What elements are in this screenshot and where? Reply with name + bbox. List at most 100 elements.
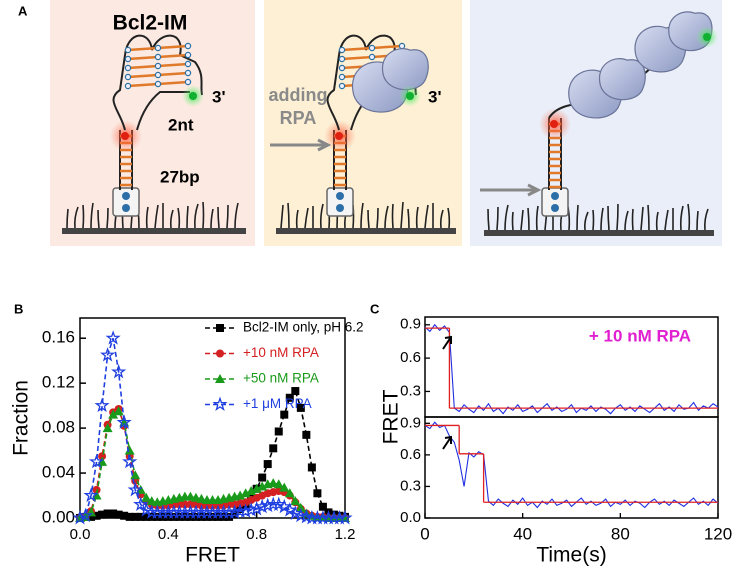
cytosine <box>124 46 132 54</box>
peg <box>177 207 181 229</box>
point <box>307 463 316 472</box>
arrow <box>442 435 452 450</box>
cytosine <box>368 53 376 61</box>
peg <box>535 205 539 231</box>
peg <box>616 203 619 231</box>
x-tick-label: 80 <box>611 524 630 543</box>
x-tick-label: 0.4 <box>158 526 179 543</box>
panel-label: C <box>370 301 380 316</box>
peg <box>295 209 299 229</box>
label: 3' <box>212 87 226 106</box>
point <box>296 403 305 412</box>
peg <box>607 205 610 231</box>
point <box>98 510 107 519</box>
strand <box>112 34 203 131</box>
y-tick-label: 0.04 <box>42 463 75 482</box>
cytosine <box>154 71 162 79</box>
peg <box>424 204 429 229</box>
peg <box>496 206 499 231</box>
legend-marker <box>216 349 224 358</box>
y-tick-label: 0.3 <box>400 382 421 399</box>
cy5 <box>189 92 197 100</box>
point <box>219 512 228 521</box>
cytosine <box>368 44 376 52</box>
point <box>197 512 206 521</box>
point <box>102 423 113 433</box>
point <box>108 409 119 419</box>
y-tick-label: 0.16 <box>42 328 75 347</box>
step-label: adding <box>269 85 328 105</box>
point <box>291 387 300 396</box>
point <box>105 330 121 345</box>
peg <box>391 203 394 229</box>
surface <box>62 228 246 234</box>
peg <box>696 210 699 231</box>
x-tick-label: 0 <box>420 524 429 543</box>
point <box>83 487 99 502</box>
strand <box>136 91 190 131</box>
point <box>225 512 234 521</box>
point <box>238 503 254 518</box>
point <box>120 511 129 520</box>
y-tick-label: 0.6 <box>400 349 421 366</box>
cy3 <box>121 132 129 140</box>
arrow <box>480 183 542 197</box>
point <box>279 482 290 492</box>
peg <box>439 209 444 229</box>
peg <box>280 204 284 229</box>
peg <box>647 204 650 231</box>
cytosine <box>124 82 132 90</box>
peg <box>194 203 199 229</box>
point <box>87 512 96 521</box>
point <box>100 347 116 362</box>
cy5 <box>406 92 414 100</box>
point <box>243 502 259 517</box>
peg <box>447 207 451 229</box>
y-tick-label: 0.6 <box>400 446 421 463</box>
surface <box>484 230 714 236</box>
point <box>175 512 184 521</box>
y-tick-label: 0.9 <box>400 414 421 431</box>
peg <box>97 209 100 229</box>
x-tick-label: 40 <box>513 524 532 543</box>
point <box>290 496 301 506</box>
y-axis-label: FRET <box>380 389 403 444</box>
peg <box>384 205 389 229</box>
point <box>131 512 140 521</box>
legend-label: +1 μM RPA <box>243 396 312 411</box>
peg <box>287 202 290 229</box>
point <box>230 509 239 518</box>
peg <box>600 207 604 231</box>
legend-marker <box>212 396 228 411</box>
rpa <box>381 48 429 91</box>
peg <box>584 211 589 231</box>
point <box>295 502 306 512</box>
peg <box>74 206 79 229</box>
point <box>337 510 353 525</box>
cytosine <box>184 78 192 86</box>
point <box>164 512 173 521</box>
peg <box>640 206 644 231</box>
peg <box>210 208 214 229</box>
point <box>258 473 267 482</box>
peg <box>655 211 659 231</box>
point <box>127 481 143 497</box>
peg <box>504 204 509 231</box>
peg <box>704 208 709 231</box>
arrow <box>270 138 332 152</box>
trace <box>424 421 719 509</box>
label: 27bp <box>160 167 200 186</box>
step-label: RPA <box>280 108 317 128</box>
construct-name: Bcl2-IM <box>113 12 188 35</box>
trace-panel: 0.3 0.6 0.9 + 10 nM RPA FRET 0.0 0.3 0.6 0.9 0 40 8… <box>380 316 733 567</box>
point <box>109 509 118 518</box>
point <box>113 406 124 416</box>
peg <box>169 209 174 229</box>
cytosine <box>124 64 132 72</box>
peg <box>687 203 691 231</box>
cytosine <box>154 44 162 52</box>
point <box>92 485 101 494</box>
peg <box>527 207 530 231</box>
peg <box>576 204 579 231</box>
